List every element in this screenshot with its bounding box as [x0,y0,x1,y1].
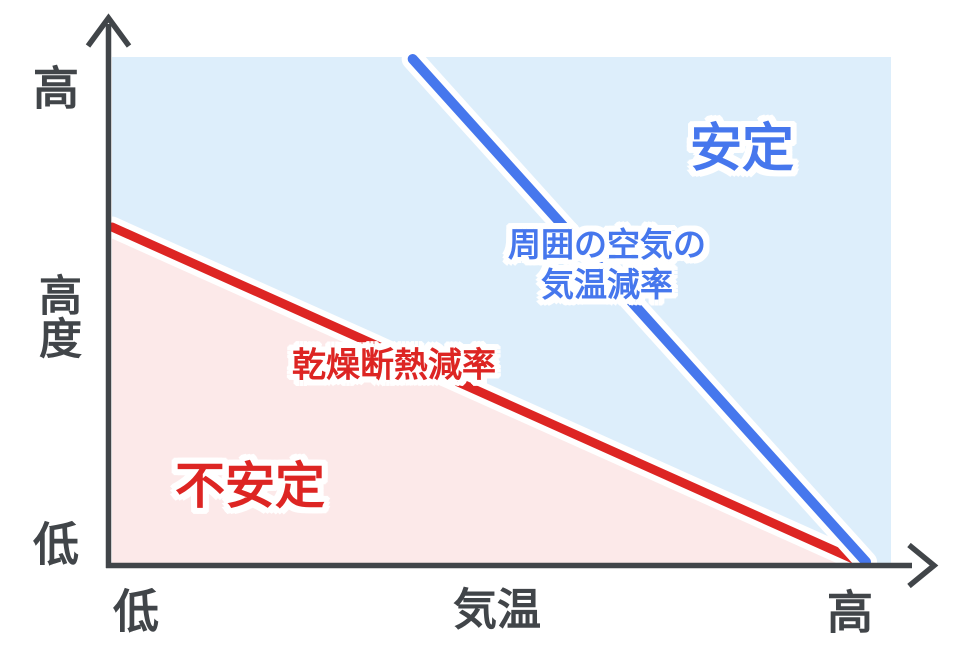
x-axis-tick-low: 低 [113,585,159,638]
x-axis-title: 気温 [453,585,541,635]
ambient-air-lapse-rate-line [401,48,878,573]
x-axis-tick-high: 高 [827,586,873,639]
y-axis-title: 高度 [32,273,81,359]
dry-adiabatic-lapse-rate-line [101,216,873,574]
dry-adiabatic-lapse-rate-label: 乾燥断熱減率 [292,346,496,385]
ambient-air-lapse-rate-label: 周囲の空気の 気温減率 [508,225,706,306]
stable-region-label: 安定 [689,119,795,178]
ambient-air-lapse-rate-label-line1: 周囲の空気の [508,225,706,263]
y-axis-tick-high: 高 [33,62,79,115]
ambient-air-lapse-rate-label-line2: 気温減率 [541,266,673,303]
red-line-stroke [107,222,867,568]
y-axis-tick-low: 低 [33,518,79,571]
y-axis-arrowhead [85,13,132,48]
unstable-region-label: 不安定 [175,458,325,514]
blue-line-stroke [407,54,872,567]
x-axis-arrowhead [907,542,939,589]
